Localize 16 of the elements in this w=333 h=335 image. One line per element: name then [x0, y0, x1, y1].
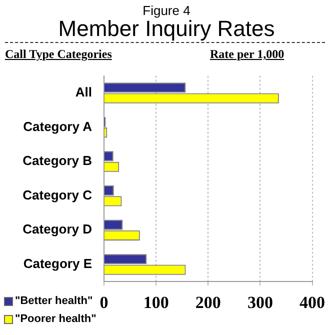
legend-label: "Poorer health": [15, 313, 96, 325]
y-axis-title: Call Type Categories: [5, 47, 112, 62]
x-tick-label: 200: [195, 293, 221, 312]
x-tick-label: 400: [300, 293, 325, 312]
y-tick-label: Category E: [23, 256, 92, 272]
y-tick-label: Category A: [23, 118, 93, 134]
x-tick-label: 300: [247, 293, 273, 312]
y-tick-label: All: [75, 84, 92, 100]
chart-subtitle: Figure 4: [142, 3, 192, 18]
x-tick-label: 100: [143, 293, 169, 312]
y-tick-label: Category D: [22, 222, 92, 237]
x-tick-label: 0: [100, 293, 108, 312]
y-tick-label: Category B: [22, 153, 92, 168]
x-axis-title: Rate per 1,000: [210, 47, 284, 62]
y-tick-label: Category C: [22, 187, 93, 202]
legend-label: "Better health": [15, 295, 93, 307]
